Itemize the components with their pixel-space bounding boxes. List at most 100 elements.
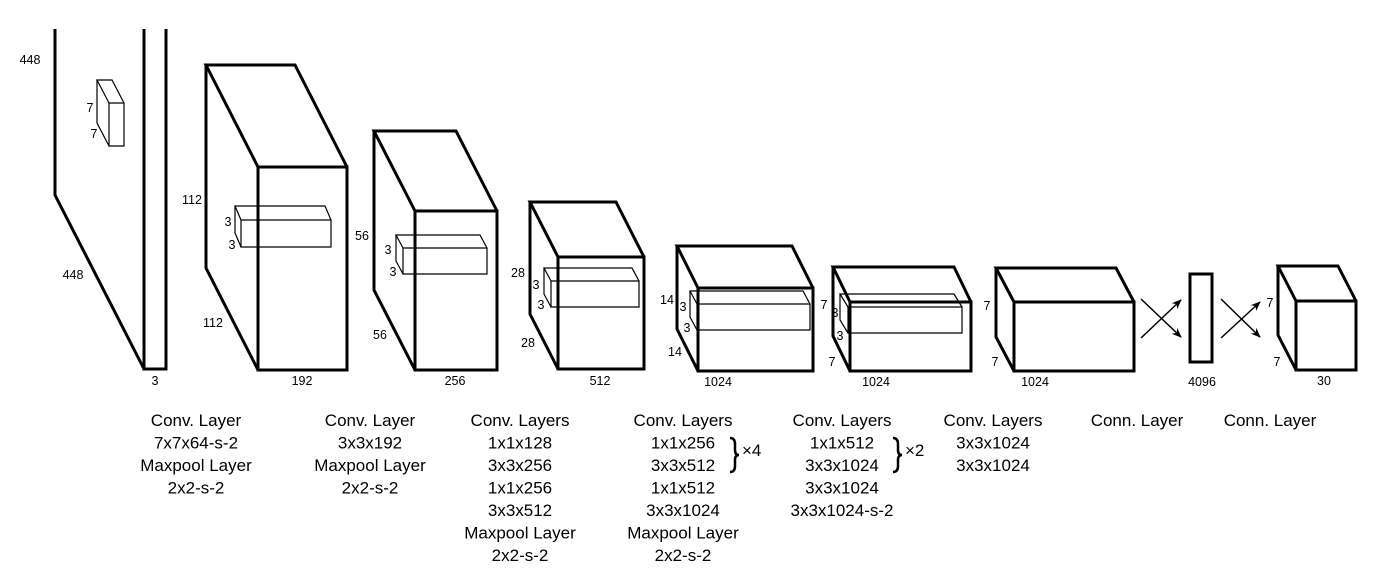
- feature-volume-top: [674, 244, 815, 289]
- layer-caption-line: Conv. Layers: [793, 411, 892, 430]
- layer-caption-line: 3x3x512: [651, 456, 715, 475]
- feature-volume-front: [1294, 299, 1358, 372]
- feature-volume-side: [372, 131, 417, 371]
- feature-volume-front: [848, 300, 973, 373]
- feature-volume-front: [1012, 300, 1136, 373]
- layer-caption-line: 3x3x1024-s-2: [790, 501, 893, 520]
- stage-stage1: 112 3 3 112 192 Conv. Layer 7x7x64-s-2 Maxpool …: [140, 63, 349, 498]
- dimension-label: 256: [445, 374, 466, 388]
- kernel-box-front: [402, 247, 488, 275]
- feature-volume-side: [994, 268, 1016, 372]
- connection-arrow: [1220, 301, 1261, 339]
- fc-vector: [1188, 272, 1214, 364]
- stage-stage6: 7 7 1024 Conv. Layers 3x3x1024 3x3x1024: [944, 266, 1136, 475]
- dimension-label: 3: [684, 321, 691, 335]
- layer-caption-line: 3x3x1024: [805, 456, 879, 475]
- feature-volume-front: [256, 165, 349, 372]
- dimension-label: 14: [660, 293, 674, 307]
- layer-caption-line: Conv. Layer: [325, 411, 416, 430]
- layer-caption-line: 3x3x192: [338, 434, 402, 453]
- feature-volume-top: [203, 63, 349, 168]
- layer-caption-line: 2x2-s-2: [655, 546, 712, 565]
- layer-caption-line: 3x3x1024: [805, 479, 879, 498]
- dimension-label: 3: [832, 306, 839, 320]
- stage-fc1: 4096 Conn. Layer: [1091, 375, 1216, 430]
- dimension-label: 7: [1274, 355, 1281, 369]
- repeat-count: ×4: [742, 441, 761, 460]
- dimension-label: 3: [837, 329, 844, 343]
- feature-volume-top: [527, 200, 646, 258]
- layer-caption-line: 3x3x1024: [956, 456, 1030, 475]
- kernel-box-front: [847, 306, 963, 334]
- feature-volume-front: [413, 209, 499, 372]
- feature-volume-side: [831, 267, 852, 372]
- layer-caption-line: 1x1x256: [488, 479, 552, 498]
- feature-volume-top: [371, 129, 499, 212]
- dimension-label: 28: [511, 266, 525, 280]
- stage-stage3: 28 3 3 28 512 Conv. Layers 1x1x128 3x3x256 1x1x2…: [464, 200, 646, 565]
- layer-caption-line: Conv. Layers: [471, 411, 570, 430]
- feature-volume-front: [696, 286, 815, 373]
- dimension-label: 448: [63, 268, 84, 282]
- dimension-label: 112: [182, 193, 202, 207]
- dimension-label: 3: [225, 215, 232, 229]
- feature-volume-top: [1275, 264, 1358, 302]
- feature-volume-top: [830, 265, 973, 303]
- dimension-label: 3: [229, 238, 236, 252]
- layer-caption-line: Conv. Layers: [944, 411, 1043, 430]
- dimension-label: 512: [590, 374, 611, 388]
- dimension-label: 7: [1267, 296, 1274, 310]
- dimension-label: 28: [521, 336, 535, 350]
- dimension-label: 3: [533, 278, 540, 292]
- feature-volume-side: [1276, 266, 1298, 371]
- repeat-brace: [729, 436, 740, 474]
- stage-input: 448 7 7 448 3: [20, 53, 159, 388]
- connection-arrow: [1220, 298, 1261, 338]
- kernel-box-top: [542, 267, 640, 282]
- dimension-label: 7: [87, 101, 94, 115]
- layer-caption-line: 2x2-s-2: [168, 479, 225, 498]
- layer-caption-line: Maxpool Layer: [314, 456, 426, 475]
- stage-fc2: 7 7 30 Conn. Layer: [1224, 264, 1358, 430]
- dimension-label: 3: [680, 300, 687, 314]
- kernel-box-side: [839, 294, 849, 334]
- kernel-box-side: [234, 206, 242, 248]
- layer-caption-line: Maxpool Layer: [627, 524, 739, 543]
- dimension-label: 1024: [1021, 375, 1049, 389]
- layer-caption-line: Conv. Layer: [151, 411, 242, 430]
- feature-volume-side: [675, 246, 700, 372]
- kernel-box-front: [240, 219, 332, 248]
- dimension-label: 112: [203, 316, 223, 330]
- dimension-label: 1024: [862, 375, 890, 389]
- feature-volume-top: [993, 266, 1136, 303]
- kernel-box-front: [550, 280, 640, 308]
- layer-caption-line: 7x7x64-s-2: [154, 434, 238, 453]
- dimension-label: 7: [821, 298, 828, 312]
- repeat-brace: [892, 436, 903, 474]
- dimension-label: 3: [385, 243, 392, 257]
- kernel-box-top: [838, 293, 963, 308]
- dimension-label: 7: [91, 127, 98, 141]
- kernel-box-side: [543, 268, 552, 308]
- input-image-slab: [53, 29, 168, 371]
- dimension-label: 3: [390, 265, 397, 279]
- dimension-label: 7: [992, 355, 999, 369]
- layer-caption-line: Conn. Layer: [1091, 411, 1184, 430]
- dimension-label: 7: [829, 355, 836, 369]
- dimension-label: 14: [668, 345, 682, 359]
- dimension-label: 1024: [704, 375, 732, 389]
- layer-caption-line: 1x1x256: [651, 434, 715, 453]
- layer-caption-line: 2x2-s-2: [492, 546, 549, 565]
- layer-caption-line: Maxpool Layer: [464, 524, 576, 543]
- input-slab-front: [142, 29, 168, 371]
- stage-stage2: 56 3 3 56 256 Conv. Layer 3x3x192 Maxpool Layer…: [314, 129, 499, 498]
- layer-caption-line: Conn. Layer: [1224, 411, 1317, 430]
- kernel-box-side: [689, 291, 698, 331]
- layer-caption-line: 3x3x1024: [956, 434, 1030, 453]
- feature-volume-side: [204, 65, 260, 371]
- connection-arrow: [1140, 298, 1182, 338]
- layer-caption-line: 3x3x1024: [646, 501, 720, 520]
